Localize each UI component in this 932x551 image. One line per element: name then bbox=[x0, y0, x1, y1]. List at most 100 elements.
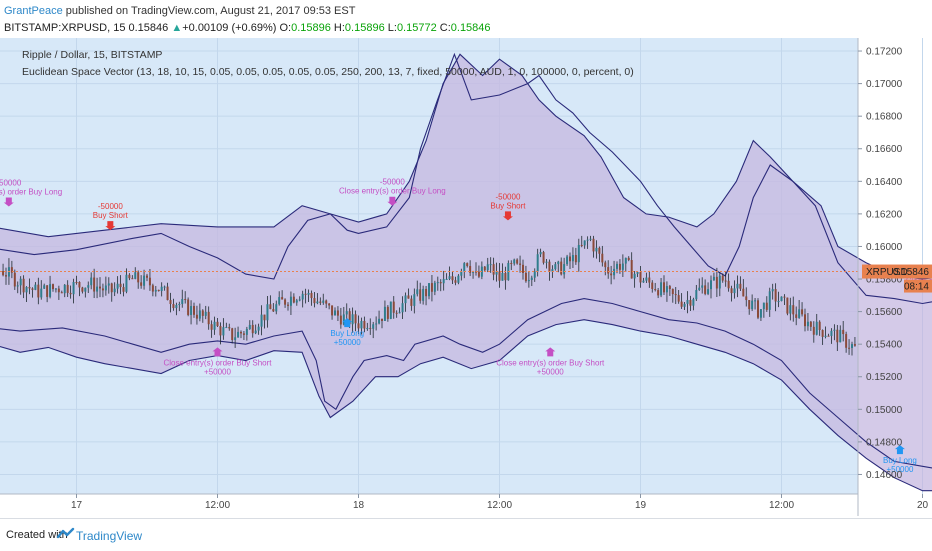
candle-body bbox=[354, 314, 357, 324]
candle-body bbox=[557, 261, 560, 265]
candle-body bbox=[677, 295, 680, 302]
candle-body bbox=[295, 300, 298, 303]
signal-label: Buy Short bbox=[490, 201, 526, 210]
candle-body bbox=[710, 280, 712, 290]
time-tick-label: 19 bbox=[635, 500, 647, 511]
signal-arrow-icon bbox=[502, 211, 513, 221]
candle-body bbox=[128, 274, 131, 279]
candle-body bbox=[445, 278, 448, 280]
candle-body bbox=[25, 286, 28, 293]
candle-body bbox=[627, 257, 630, 260]
signal-arrow-icon bbox=[387, 196, 398, 206]
candle-body bbox=[842, 329, 845, 335]
candle-body bbox=[701, 285, 704, 288]
candle-body bbox=[475, 271, 477, 273]
candle-body bbox=[639, 272, 642, 283]
candle-body bbox=[768, 291, 771, 310]
candle-body bbox=[527, 279, 530, 282]
candle-body bbox=[577, 244, 580, 263]
candle-body bbox=[495, 271, 498, 275]
candle-body bbox=[328, 303, 331, 306]
candle-body bbox=[457, 275, 460, 283]
candle-body bbox=[654, 289, 657, 291]
candle-body bbox=[809, 321, 812, 327]
candle-body bbox=[477, 271, 480, 277]
candle-body bbox=[40, 288, 43, 298]
candle-body bbox=[730, 288, 733, 294]
candle-body bbox=[574, 255, 577, 263]
candle-body bbox=[10, 267, 13, 273]
candle-body bbox=[665, 286, 668, 293]
candle-body bbox=[46, 285, 49, 297]
candle-body bbox=[72, 281, 75, 295]
signal-label: Close entry(s) order Buy Short bbox=[163, 358, 272, 367]
candle-body bbox=[157, 289, 160, 292]
candle-body bbox=[648, 277, 651, 283]
candle-body bbox=[419, 289, 422, 301]
candle-body bbox=[334, 310, 336, 316]
candle-body bbox=[237, 331, 240, 338]
candle-body bbox=[93, 277, 96, 292]
price-tick-label: 0.15200 bbox=[866, 372, 903, 383]
candle-body bbox=[31, 288, 34, 290]
candle-body bbox=[210, 324, 213, 330]
candle-body bbox=[175, 304, 178, 309]
candle-body bbox=[134, 272, 137, 279]
legend-indicator: Euclidean Space Vector (13, 18, 10, 15, … bbox=[22, 66, 634, 78]
candle-body bbox=[613, 268, 616, 276]
candle-body bbox=[245, 328, 248, 335]
candle-body bbox=[545, 261, 548, 263]
time-axis[interactable]: 1712:001812:001912:002012:002112:002212:… bbox=[71, 494, 932, 511]
candle-body bbox=[686, 299, 689, 304]
candle-body bbox=[284, 299, 287, 305]
candle-body bbox=[689, 299, 692, 306]
candle-body bbox=[266, 304, 269, 321]
candle-body bbox=[96, 286, 99, 292]
signal-label: Close entry(s) order Buy Long bbox=[0, 188, 62, 197]
candle-body bbox=[372, 324, 375, 329]
tradingview-logo-icon[interactable] bbox=[57, 527, 75, 541]
time-tick-label: 12:00 bbox=[769, 500, 794, 511]
candle-body bbox=[201, 310, 204, 316]
open-value: 0.15896 bbox=[291, 22, 331, 34]
candle-body bbox=[539, 252, 542, 255]
candle-body bbox=[704, 285, 707, 294]
candle-body bbox=[610, 273, 613, 276]
price-chart[interactable]: Close entry(s) order Buy Long -50000 Buy S… bbox=[0, 38, 932, 516]
candle-body bbox=[257, 326, 260, 331]
candle-body bbox=[348, 311, 351, 325]
candle-body bbox=[190, 306, 193, 315]
candle-body bbox=[519, 263, 522, 265]
price-axis[interactable]: 0.14600 0.14800 0.15000 0.15200 0.15400 0.156… bbox=[858, 47, 903, 481]
upper-band-line bbox=[0, 52, 932, 305]
price-tick-label: 0.14600 bbox=[866, 470, 903, 481]
candle-body bbox=[777, 301, 780, 303]
candle-body bbox=[739, 283, 742, 289]
candle-body bbox=[454, 280, 457, 283]
candle-body bbox=[87, 285, 90, 288]
candle-body bbox=[287, 304, 289, 306]
tradingview-brand[interactable]: TradingView bbox=[76, 529, 143, 543]
candle-body bbox=[169, 300, 172, 305]
candle-body bbox=[516, 259, 519, 264]
price-tick-label: 0.15800 bbox=[866, 275, 903, 286]
candle-body bbox=[466, 263, 469, 266]
candle-body bbox=[383, 306, 386, 321]
candle-body bbox=[524, 272, 527, 282]
candle-body bbox=[586, 239, 589, 241]
candle-body bbox=[771, 289, 774, 292]
candle-body bbox=[228, 327, 231, 329]
candle-body bbox=[101, 288, 104, 291]
candle-body bbox=[736, 283, 739, 289]
candle-body bbox=[143, 275, 146, 286]
candle-body bbox=[363, 320, 366, 329]
candle-body bbox=[113, 288, 116, 293]
candle-body bbox=[2, 271, 5, 276]
candle-body bbox=[43, 285, 46, 289]
signal-amount: -50000 bbox=[98, 202, 123, 211]
candle-body bbox=[712, 276, 715, 281]
candle-body bbox=[146, 275, 148, 278]
author-link[interactable]: GrantPeace bbox=[4, 5, 63, 17]
signal-amount: +50000 bbox=[334, 338, 361, 347]
candle-body bbox=[178, 303, 181, 305]
